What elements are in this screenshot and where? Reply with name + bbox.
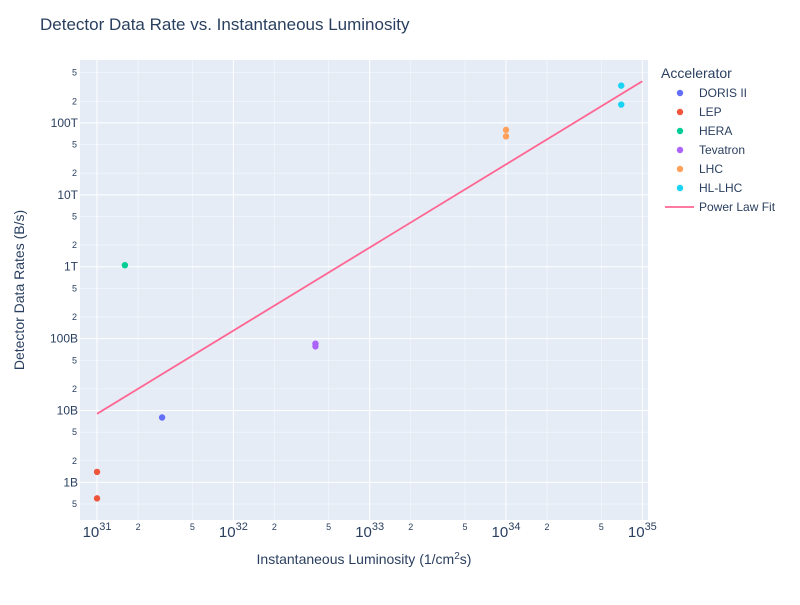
points-layer	[93, 82, 625, 502]
x-tick-label: 1034	[492, 521, 521, 541]
x-tick-label: 1035	[628, 521, 657, 541]
x-minor-tick-label: 2	[545, 522, 550, 532]
data-point-hl-lhc	[618, 101, 625, 108]
legend-label-hera: HERA	[699, 124, 732, 138]
x-axis-title: Instantaneous Luminosity (1/cm2s)	[257, 551, 472, 567]
legend-label-hl-lhc: HL-LHC	[699, 181, 743, 195]
y-tick-label: 10B	[57, 404, 78, 418]
x-tick-exponent: 34	[508, 521, 520, 533]
y-tick-label: 100T	[51, 116, 79, 130]
y-axis-title: Detector Data Rates (B/s)	[11, 210, 27, 370]
y-minor-tick-label: 5	[72, 355, 77, 365]
x-tick-exponent: 35	[645, 521, 657, 533]
x-axis-title-base: Instantaneous Luminosity (1/cm	[257, 551, 455, 567]
legend: Accelerator DORIS II LEP HERA Tevatron LHC HL…	[661, 65, 776, 214]
y-minor-tick-label: 5	[72, 427, 77, 437]
data-point-tevatron	[312, 343, 319, 350]
grid	[80, 60, 648, 520]
x-minor-tick-label: 5	[599, 522, 604, 532]
legend-label-doris-ii: DORIS II	[699, 86, 747, 100]
y-minor-tick-label: 2	[72, 384, 77, 394]
plot-background	[80, 60, 648, 520]
y-axis-ticks: 1B 10B 100B 1T 10T 100T 5 2 5 2 5 2 5 2 5 2 5 2 5	[50, 68, 79, 509]
y-tick-label: 1B	[63, 475, 78, 489]
x-tick-exponent: 32	[236, 521, 248, 533]
x-axis-title-sup: 2	[454, 551, 460, 562]
y-tick-label: 100B	[50, 332, 78, 346]
legend-marker-lep	[676, 108, 684, 116]
chart-title: Detector Data Rate vs. Instantaneous Lum…	[40, 15, 410, 34]
data-point-hl-lhc	[618, 82, 625, 89]
data-point-hera	[121, 261, 129, 269]
y-minor-tick-label: 5	[72, 283, 77, 293]
x-tick-label: 1031	[83, 521, 112, 541]
x-minor-tick-label: 5	[462, 522, 467, 532]
x-tick-mantissa: 10	[83, 524, 100, 541]
x-tick-mantissa: 10	[219, 524, 236, 541]
x-tick-label: 1033	[355, 521, 384, 541]
y-tick-label: 10T	[57, 188, 78, 202]
legend-marker-tevatron	[676, 146, 684, 154]
data-point-lep	[93, 468, 101, 476]
x-tick-exponent: 31	[99, 521, 111, 533]
y-tick-label: 1T	[64, 260, 79, 274]
x-tick-exponent: 33	[372, 521, 384, 533]
legend-marker-lhc	[676, 165, 684, 173]
y-minor-tick-label: 2	[72, 312, 77, 322]
fit-line-layer	[96, 80, 643, 415]
data-point-lhc	[502, 126, 510, 134]
y-minor-tick-label: 2	[72, 456, 77, 466]
x-tick-mantissa: 10	[628, 524, 645, 541]
y-minor-tick-label: 5	[72, 211, 77, 221]
legend-marker-hl-lhc	[676, 184, 684, 192]
legend-label-fit: Power Law Fit	[699, 200, 776, 214]
data-point-doris-ii	[158, 414, 166, 421]
y-minor-tick-label: 5	[72, 499, 77, 509]
legend-label-tevatron: Tevatron	[699, 143, 745, 157]
y-minor-tick-label: 2	[72, 168, 77, 178]
legend-title: Accelerator	[661, 65, 732, 81]
x-tick-label: 1032	[219, 521, 248, 541]
y-minor-tick-label: 5	[72, 140, 77, 150]
x-minor-tick-label: 2	[272, 522, 277, 532]
legend-marker-hera	[676, 127, 684, 135]
data-point-lhc	[502, 133, 510, 140]
legend-marker-doris-ii	[676, 89, 684, 97]
x-minor-tick-label: 2	[136, 522, 141, 532]
x-axis-title-tail: s)	[460, 551, 472, 567]
power-law-fit-line	[96, 80, 643, 415]
y-minor-tick-label: 2	[72, 96, 77, 106]
x-tick-mantissa: 10	[355, 524, 372, 541]
data-point-lep	[93, 495, 101, 502]
legend-label-lep: LEP	[699, 105, 722, 119]
x-tick-mantissa: 10	[492, 524, 509, 541]
y-minor-tick-label: 2	[72, 240, 77, 250]
x-minor-tick-label: 2	[408, 522, 413, 532]
x-minor-tick-label: 5	[190, 522, 195, 532]
legend-label-lhc: LHC	[699, 162, 723, 176]
x-minor-tick-label: 5	[326, 522, 331, 532]
y-minor-tick-label: 5	[72, 68, 77, 78]
